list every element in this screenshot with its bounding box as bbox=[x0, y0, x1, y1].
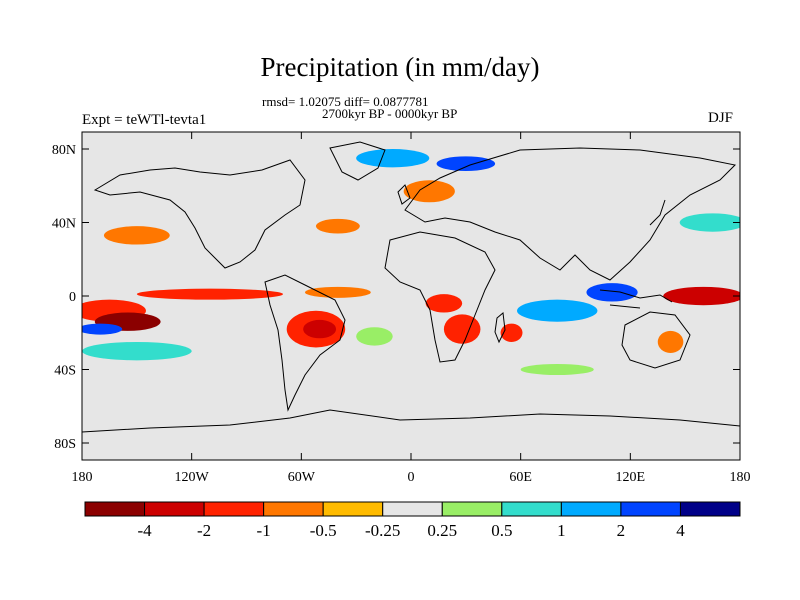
experiment-label: Expt = teWTl-tevta1 bbox=[82, 112, 207, 128]
anomaly-maritime-wet bbox=[586, 283, 638, 302]
colorbar-swatch bbox=[620, 501, 681, 517]
lat-tick-label: 80S bbox=[54, 437, 76, 452]
anomaly-north-pacific-dry bbox=[103, 226, 170, 245]
colorbar-swatch bbox=[322, 501, 384, 517]
anomaly-arctic-wet bbox=[436, 156, 496, 172]
colorbar-swatch bbox=[382, 501, 443, 517]
coastline-north-america bbox=[93, 159, 306, 269]
lat-tick-label: 40S bbox=[54, 364, 76, 379]
colorbar-label: 0.25 bbox=[427, 521, 457, 540]
rmsd-diff-stats: rmsd= 1.02075 diff= 0.0877781 bbox=[262, 94, 429, 109]
coastlines bbox=[82, 141, 740, 433]
anomaly-africa-dry-west bbox=[425, 294, 463, 313]
colorbar-label: -4 bbox=[137, 521, 152, 540]
season-label: DJF bbox=[708, 110, 734, 126]
colorbar bbox=[84, 501, 741, 517]
lat-tick-label: 0 bbox=[69, 290, 76, 305]
colorbar-label: 0.5 bbox=[491, 521, 512, 540]
anomaly-atlantic-itcz-dry bbox=[304, 286, 371, 298]
anomaly-southern-ocean-wet bbox=[520, 363, 594, 376]
lat-tick-label: 80N bbox=[52, 143, 76, 158]
anomaly-australia-dry bbox=[657, 330, 684, 353]
anomaly-north-atlantic-wet bbox=[356, 149, 430, 168]
colorbar-label: -1 bbox=[257, 521, 271, 540]
coastline-australia bbox=[621, 311, 691, 369]
coastline-antarctica bbox=[82, 409, 740, 433]
anomaly-south-pacific-wet bbox=[82, 341, 192, 361]
colorbar-label: -0.25 bbox=[365, 521, 400, 540]
colorbar-swatch bbox=[263, 501, 324, 517]
lon-tick-label: 0 bbox=[408, 470, 415, 485]
coastline-africa bbox=[384, 231, 496, 363]
colorbar-label: 4 bbox=[676, 521, 685, 540]
lon-tick-label: 60E bbox=[509, 470, 532, 485]
coastline-south-america bbox=[264, 274, 346, 412]
colorbar-label: -2 bbox=[197, 521, 211, 540]
anomaly-south-atlantic-wet bbox=[356, 327, 393, 346]
lon-tick-label: 180 bbox=[730, 470, 751, 485]
coastline-eurasia bbox=[404, 147, 737, 281]
colorbar-swatch bbox=[144, 501, 205, 517]
colorbar-label: 1 bbox=[557, 521, 566, 540]
anomaly-amazon-dry-core bbox=[303, 319, 337, 339]
anomaly-north-pacific-wet bbox=[679, 213, 740, 232]
lon-tick-label: 180 bbox=[72, 470, 93, 485]
colorbar-swatch bbox=[560, 501, 622, 517]
coastline-indonesia bbox=[599, 289, 673, 309]
coastline-greenland bbox=[329, 141, 386, 181]
colorbar-swatch bbox=[84, 501, 146, 517]
lon-tick-label: 60W bbox=[288, 470, 316, 485]
lat-tick-label: 40N bbox=[52, 217, 76, 232]
anomaly-central-pacific-wet bbox=[82, 323, 123, 335]
anomaly-west-pacific-dry bbox=[663, 286, 740, 306]
colorbar-swatch bbox=[441, 501, 503, 517]
anomaly-indian-ocean-wet bbox=[517, 299, 598, 322]
anomaly-madagascar-dry bbox=[500, 323, 523, 342]
colorbar-label: -0.5 bbox=[310, 521, 337, 540]
coastline-japan bbox=[649, 199, 666, 226]
anomaly-layer bbox=[82, 149, 740, 376]
colorbar-labels: -4 -2 -1 -0.5 -0.25 0.25 0.5 1 2 4 bbox=[137, 521, 685, 540]
colorbar-swatch bbox=[679, 501, 741, 517]
latitude-axis: 80N 40N 0 40S 80S bbox=[52, 143, 740, 452]
anomaly-itcz-pacific-dry bbox=[136, 288, 284, 300]
anomaly-southern-africa-dry bbox=[443, 314, 481, 344]
lon-tick-label: 120E bbox=[616, 470, 646, 485]
anomaly-atlantic-north-dry bbox=[315, 218, 360, 234]
coastline-madagascar bbox=[494, 312, 506, 344]
coastline-british-isles bbox=[397, 184, 411, 205]
colorbar-swatch bbox=[501, 501, 562, 517]
colorbar-swatch bbox=[203, 501, 265, 517]
map-title: Precipitation (in mm/day) bbox=[260, 52, 540, 82]
lon-tick-label: 120W bbox=[175, 470, 210, 485]
period-label: 2700kyr BP - 0000kyr BP bbox=[322, 106, 458, 121]
anomaly-europe-dry bbox=[403, 180, 455, 203]
colorbar-label: 2 bbox=[617, 521, 626, 540]
longitude-axis: 180 120W 60W 0 60E 120E 180 bbox=[72, 132, 751, 485]
